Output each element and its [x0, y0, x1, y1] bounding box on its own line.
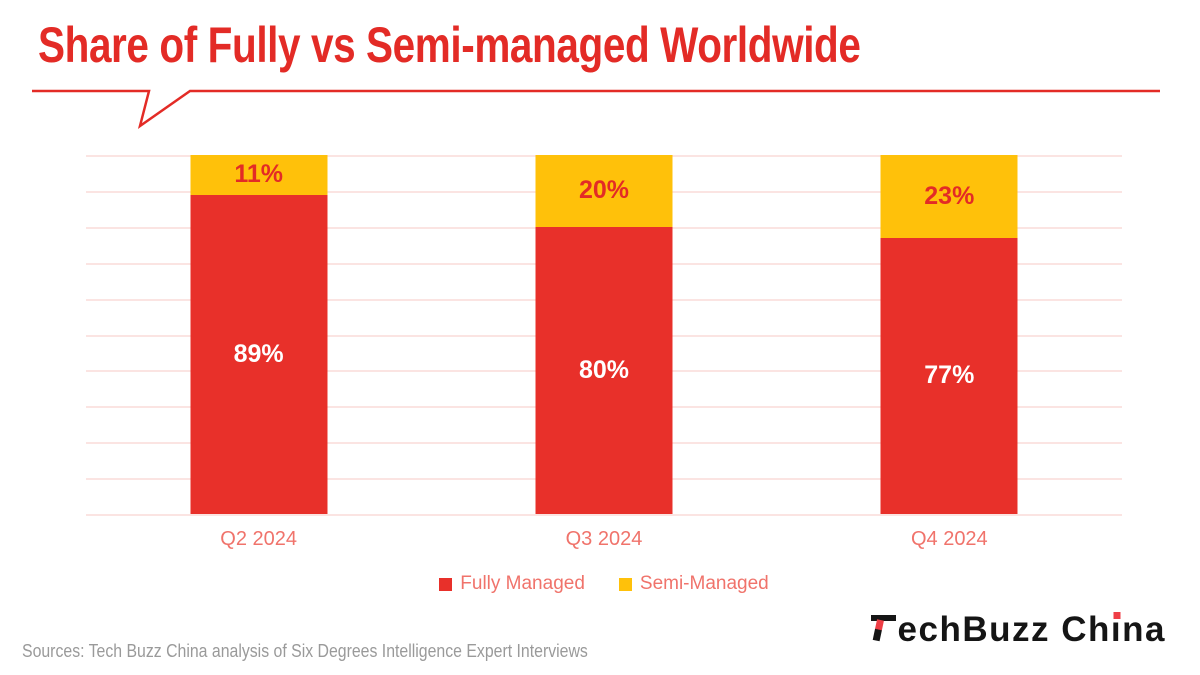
logo-letter-i: ı	[1111, 609, 1122, 651]
logo-t-bar	[870, 615, 896, 621]
x-axis-label: Q4 2024	[910, 528, 988, 550]
bar-segment: 89%	[190, 194, 328, 514]
logo-t-red-slash	[872, 619, 884, 642]
logo-text-mid: echBuzz Ch	[897, 610, 1111, 649]
legend-label: Fully Managed	[460, 573, 585, 594]
bar-value-label: 89%	[233, 339, 284, 368]
stacked-bar: 89% 11%	[190, 155, 328, 514]
chart-legend: Fully Managed Semi-Managed	[86, 573, 1122, 595]
page-title: Share of Fully vs Semi-managed Worldwide	[38, 17, 861, 73]
logo-red-i-dot-icon	[1113, 612, 1121, 619]
bar-value-label: 80%	[578, 355, 629, 384]
bar-slot: 77% 23% Q4 2024	[777, 155, 1122, 550]
legend-item: Fully Managed	[439, 573, 585, 595]
techbuzz-china-logo: echBuzz Ch ına	[870, 609, 1166, 651]
bar-value-label: 11%	[234, 160, 283, 189]
bar-segment: 23%	[880, 155, 1018, 238]
legend-color-swatch-icon	[618, 577, 632, 591]
bar-value-label: 20%	[578, 176, 629, 205]
logo-letter-t-icon	[870, 615, 896, 642]
x-axis-label: Q3 2024	[565, 528, 643, 550]
bar-value-label: 77%	[924, 361, 975, 390]
legend-label: Semi-Managed	[639, 573, 769, 594]
bar-value-label: 23%	[924, 181, 975, 210]
speech-bubble-tail	[32, 89, 1160, 129]
gridline	[86, 514, 1122, 516]
bar-slots: 89% 11% Q2 2024 80% 20% Q3 2024 77% 23% Q4 2024	[86, 155, 1122, 550]
bar-segment: 20%	[535, 155, 673, 227]
legend-item: Semi-Managed	[618, 573, 769, 595]
legend-color-swatch-icon	[439, 577, 453, 591]
bar-segment: 80%	[535, 226, 673, 514]
source-attribution: Sources: Tech Buzz China analysis of Six…	[22, 641, 588, 661]
x-axis-label: Q2 2024	[220, 528, 298, 550]
stacked-bar: 77% 23%	[880, 155, 1018, 514]
bar-slot: 89% 11% Q2 2024	[86, 155, 431, 550]
logo-i-stem: ı	[1110, 610, 1123, 649]
stacked-bar: 80% 20%	[535, 155, 673, 514]
bar-slot: 80% 20% Q3 2024	[431, 155, 776, 550]
stacked-bar-chart: 89% 11% Q2 2024 80% 20% Q3 2024 77% 23% Q4 2024	[86, 155, 1122, 550]
logo-text-end: na	[1122, 610, 1166, 649]
bar-segment: 11%	[190, 155, 328, 195]
bar-segment: 77%	[880, 237, 1018, 514]
